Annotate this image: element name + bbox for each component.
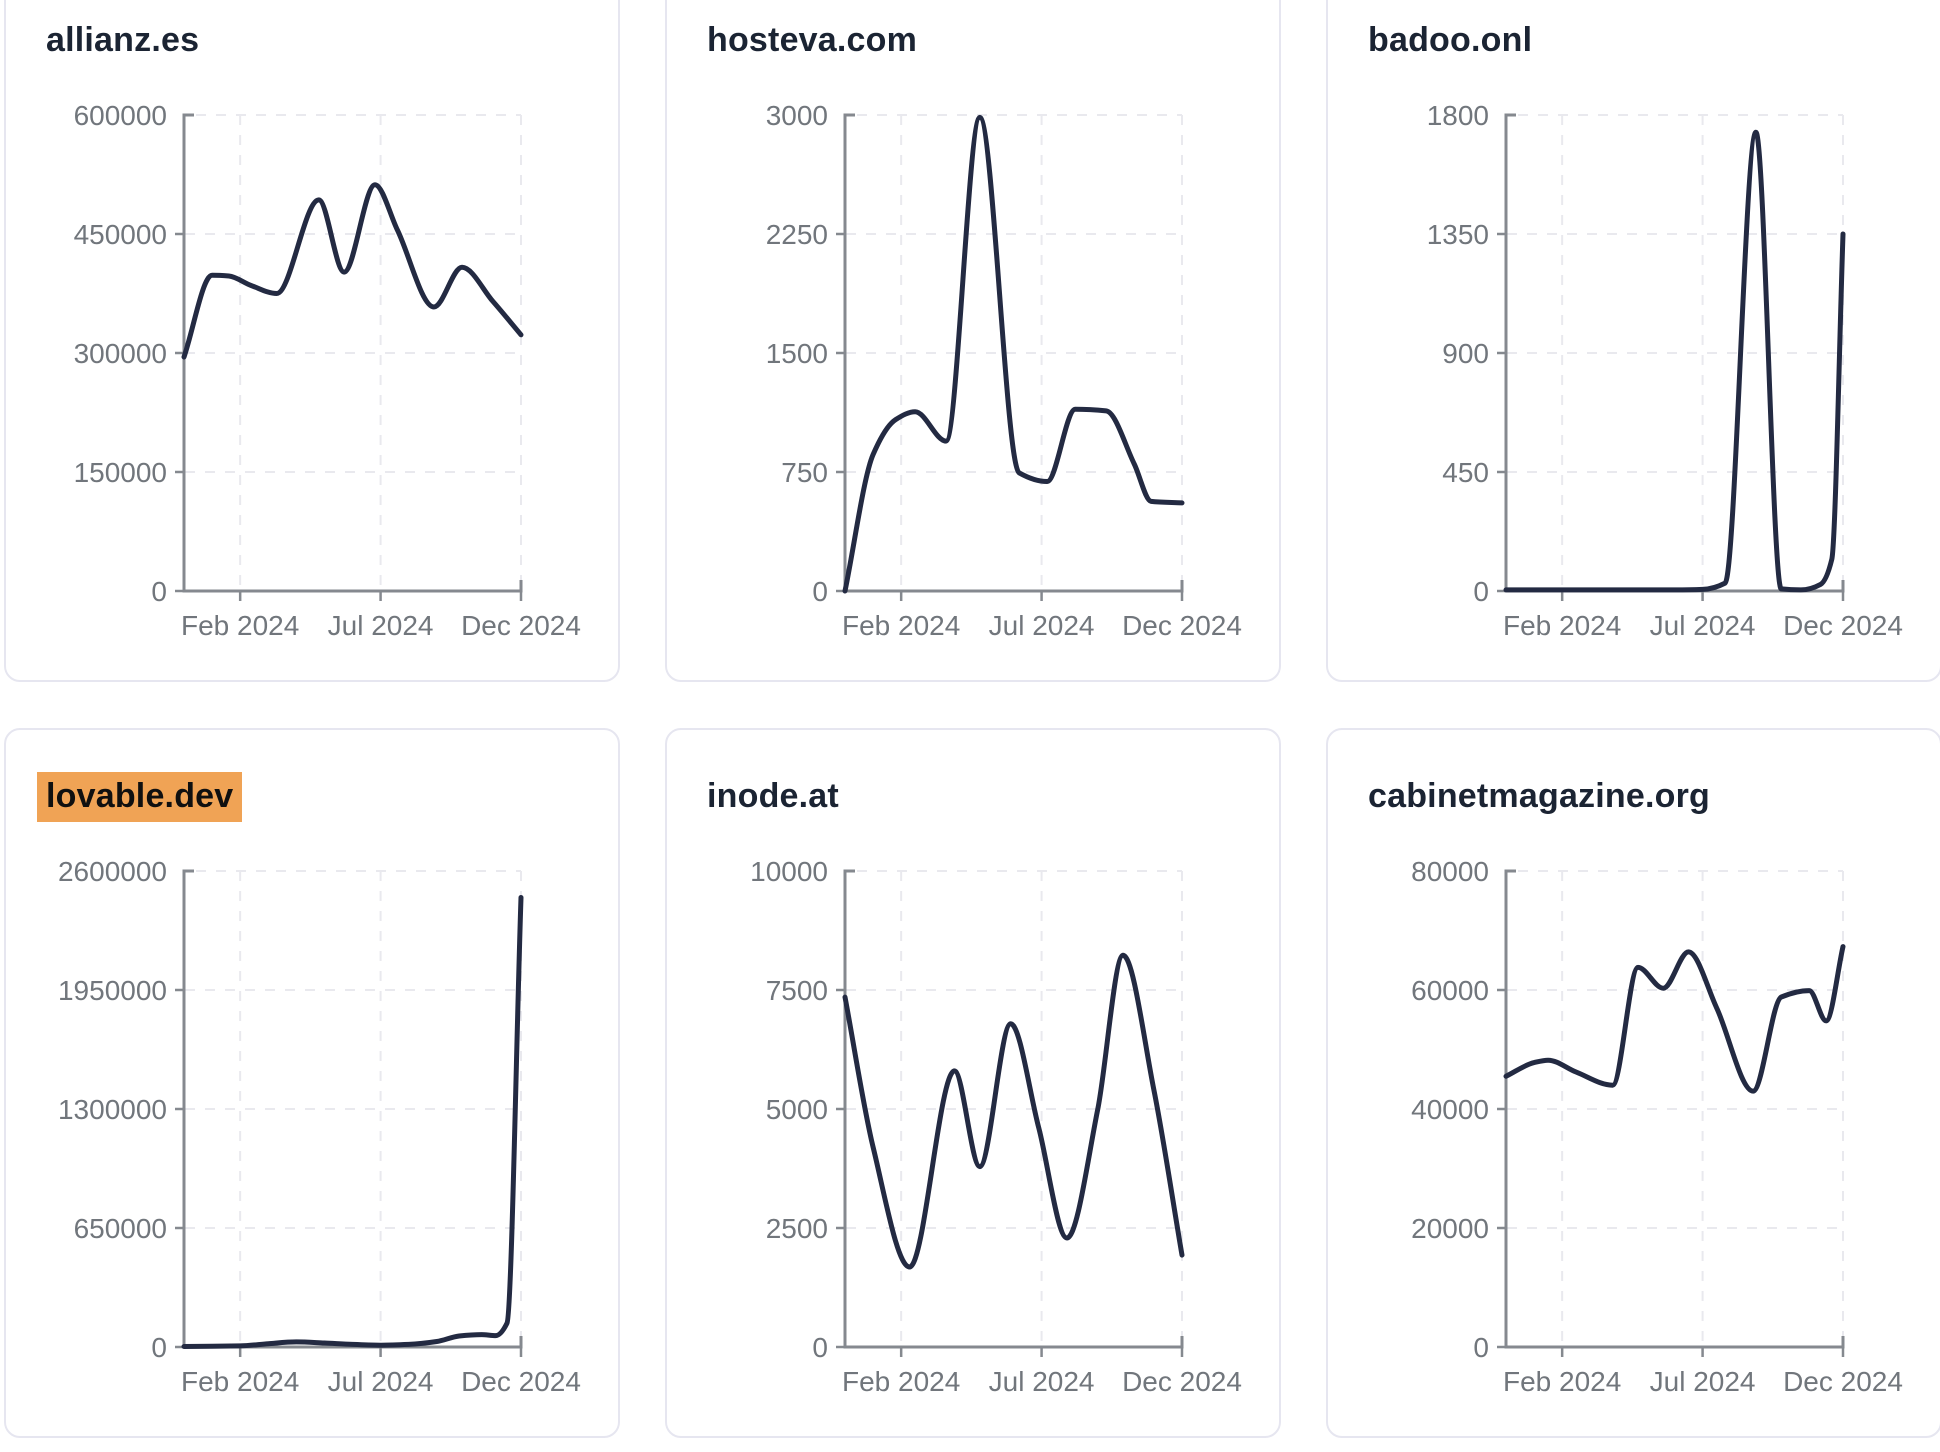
y-tick-label: 80000 <box>1411 856 1489 887</box>
x-tick-label: Feb 2024 <box>181 610 299 641</box>
y-tick-label: 0 <box>151 1332 167 1363</box>
chart-title: lovable.dev <box>37 772 618 822</box>
line-chart-svg: 0 150000 300000 450000 600000 Feb 2024 Jul 202… <box>74 100 581 641</box>
series-line <box>842 952 1185 1270</box>
chart-card: cabinetmagazine.org 0 20000 40000 60000 8000… <box>1326 728 1940 1438</box>
x-tick-label: Jul 2024 <box>1650 1366 1756 1397</box>
series-line <box>1503 129 1846 593</box>
chart-card: allianz.es 0 150000 300000 450000 600000 Feb … <box>4 0 620 682</box>
chart-card: lovable.dev 0 650000 1300000 1950000 2600000… <box>4 728 620 1438</box>
y-tick-label: 450000 <box>74 219 167 250</box>
axes: 0 450 900 1350 1800 Feb 2024 Jul 2024 Dec 2024 <box>1427 100 1903 641</box>
x-tick-label: Feb 2024 <box>842 610 960 641</box>
axes: 0 150000 300000 450000 600000 Feb 2024 Jul 202… <box>74 100 581 641</box>
x-tick-label: Jul 2024 <box>989 610 1095 641</box>
gridlines <box>1507 870 1844 1347</box>
y-tick-label: 450 <box>1442 457 1489 488</box>
x-tick-label: Dec 2024 <box>461 1366 581 1397</box>
highlighted-chart-title-text: lovable.dev <box>37 772 243 822</box>
y-tick-label: 60000 <box>1411 975 1489 1006</box>
x-tick-label: Dec 2024 <box>1122 1366 1242 1397</box>
x-tick-label: Dec 2024 <box>1783 1366 1903 1397</box>
chart-card: inode.at 0 2500 5000 7500 10000 Feb 2024 Jul 2… <box>665 728 1281 1438</box>
series-line <box>181 182 524 360</box>
x-tick-label: Feb 2024 <box>842 1366 960 1397</box>
y-tick-label: 650000 <box>74 1213 167 1244</box>
y-tick-label: 1350 <box>1427 219 1489 250</box>
y-tick-label: 0 <box>151 576 167 607</box>
axes: 0 750 1500 2250 3000 Feb 2024 Jul 2024 Dec 2024 <box>766 100 1242 641</box>
y-tick-label: 0 <box>1473 1332 1489 1363</box>
x-tick-label: Feb 2024 <box>1503 1366 1621 1397</box>
x-tick-label: Jul 2024 <box>328 1366 434 1397</box>
x-tick-label: Jul 2024 <box>989 1366 1095 1397</box>
y-tick-label: 1500 <box>766 338 828 369</box>
series-line <box>181 895 524 1350</box>
y-tick-label: 1300000 <box>58 1094 167 1125</box>
y-tick-label: 1800 <box>1427 100 1489 131</box>
y-tick-label: 7500 <box>766 975 828 1006</box>
axes: 0 20000 40000 60000 80000 Feb 2024 Jul 2024 Dec… <box>1411 856 1903 1397</box>
x-tick-label: Dec 2024 <box>461 610 581 641</box>
x-tick-label: Jul 2024 <box>1650 610 1756 641</box>
chart-title: inode.at <box>707 777 839 815</box>
x-tick-label: Feb 2024 <box>1503 610 1621 641</box>
gridlines <box>185 870 522 1347</box>
x-tick-label: Feb 2024 <box>181 1366 299 1397</box>
line-chart-svg: 0 2500 5000 7500 10000 Feb 2024 Jul 2024 Dec 20… <box>750 856 1242 1397</box>
y-tick-label: 150000 <box>74 457 167 488</box>
y-tick-label: 0 <box>1473 576 1489 607</box>
axes: 0 650000 1300000 1950000 2600000 Feb 2024 Jul … <box>58 856 581 1397</box>
axes: 0 2500 5000 7500 10000 Feb 2024 Jul 2024 Dec 20… <box>750 856 1242 1397</box>
x-tick-label: Dec 2024 <box>1783 610 1903 641</box>
y-tick-label: 0 <box>812 576 828 607</box>
y-tick-label: 20000 <box>1411 1213 1489 1244</box>
y-tick-label: 750 <box>781 457 828 488</box>
gridlines <box>846 870 1183 1347</box>
y-tick-label: 900 <box>1442 338 1489 369</box>
line-chart-svg: 0 650000 1300000 1950000 2600000 Feb 2024 Jul … <box>58 856 581 1397</box>
chart-title: cabinetmagazine.org <box>1368 777 1710 815</box>
y-tick-label: 3000 <box>766 100 828 131</box>
chart-card: badoo.onl 0 450 900 1350 1800 Feb 2024 Jul 202… <box>1326 0 1940 682</box>
y-tick-label: 2250 <box>766 219 828 250</box>
y-tick-label: 2500 <box>766 1213 828 1244</box>
y-tick-label: 40000 <box>1411 1094 1489 1125</box>
chart-card: hosteva.com 0 750 1500 2250 3000 Feb 2024 Jul … <box>665 0 1281 682</box>
y-tick-label: 10000 <box>750 856 828 887</box>
series-line <box>1503 944 1846 1094</box>
chart-title: badoo.onl <box>1368 21 1533 59</box>
chart-title: hosteva.com <box>707 21 918 59</box>
y-tick-label: 1950000 <box>58 975 167 1006</box>
y-tick-label: 600000 <box>74 100 167 131</box>
gridlines <box>1507 114 1844 591</box>
y-tick-label: 2600000 <box>58 856 167 887</box>
gridlines <box>185 114 522 591</box>
y-tick-label: 0 <box>812 1332 828 1363</box>
x-tick-label: Dec 2024 <box>1122 610 1242 641</box>
y-tick-label: 300000 <box>74 338 167 369</box>
line-chart-svg: 0 450 900 1350 1800 Feb 2024 Jul 2024 Dec 2024 <box>1427 100 1903 641</box>
chart-title: allianz.es <box>46 21 200 59</box>
gridlines <box>846 114 1183 591</box>
y-tick-label: 5000 <box>766 1094 828 1125</box>
series-line <box>842 115 1185 594</box>
x-tick-label: Jul 2024 <box>328 610 434 641</box>
line-chart-svg: 0 20000 40000 60000 80000 Feb 2024 Jul 2024 Dec… <box>1411 856 1903 1397</box>
charts-grid: allianz.es 0 150000 300000 450000 600000 Feb … <box>4 0 1940 1438</box>
line-chart-svg: 0 750 1500 2250 3000 Feb 2024 Jul 2024 Dec 2024 <box>766 100 1242 641</box>
